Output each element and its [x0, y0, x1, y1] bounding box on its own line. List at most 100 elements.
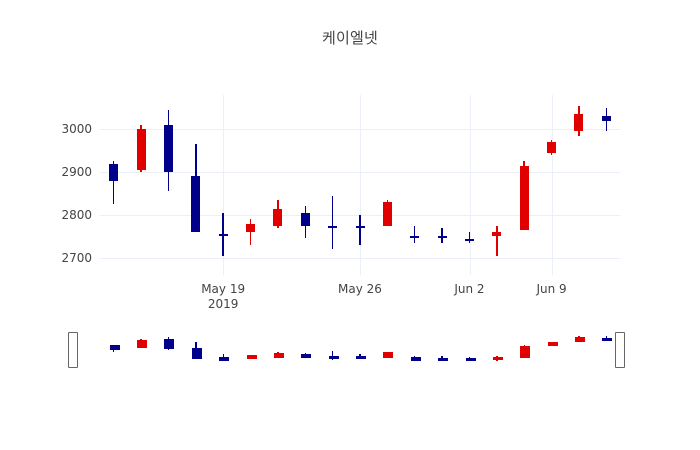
gridline-vertical	[223, 95, 225, 275]
rangeslider-body	[137, 339, 148, 349]
y-axis-tick-label: 2900	[61, 165, 92, 180]
candlestick-wick	[468, 232, 471, 243]
gridline-vertical	[469, 95, 471, 275]
candlestick-body	[163, 125, 173, 173]
candlestick[interactable]	[109, 95, 119, 275]
rangeslider-candlestick	[438, 330, 449, 368]
rangeslider-body	[547, 341, 558, 346]
candlestick-body	[191, 176, 201, 233]
rangeslider-body	[438, 357, 449, 362]
rangeslider-body	[109, 345, 120, 351]
candlestick-body	[328, 225, 338, 228]
rangeslider-body	[356, 355, 366, 360]
candlestick-body	[246, 223, 255, 233]
rangeslider-body	[383, 351, 394, 358]
candlestick[interactable]	[191, 95, 201, 275]
y-axis-tick-label: 2700	[61, 250, 92, 265]
candlestick[interactable]	[355, 95, 365, 275]
rangeslider-wick	[331, 350, 334, 360]
rangeslider-candlestick	[109, 330, 120, 368]
candlestick-body	[601, 116, 611, 121]
rangeslider[interactable]	[68, 330, 625, 376]
rangeslider-body	[465, 357, 476, 362]
candlestick[interactable]	[300, 95, 310, 275]
candlestick-body	[410, 235, 420, 238]
rangeslider-candlestick	[492, 330, 503, 368]
rangeslider-body	[246, 355, 257, 359]
candlestick[interactable]	[519, 95, 529, 275]
candlestick-body	[382, 202, 392, 226]
candlestick[interactable]	[136, 95, 146, 275]
rangeslider-body	[301, 353, 312, 358]
gridline-vertical	[360, 95, 361, 275]
candlestick[interactable]	[547, 95, 557, 275]
candlestick[interactable]	[437, 95, 447, 275]
candlestick[interactable]	[218, 95, 228, 275]
x-axis-tick-label: May 19	[201, 282, 246, 296]
range-start-handle[interactable]	[68, 332, 78, 368]
rangeslider-body	[492, 356, 503, 361]
rangeslider-body	[191, 347, 202, 359]
candlestick[interactable]	[465, 95, 474, 275]
candlestick[interactable]	[273, 95, 283, 275]
candlestick[interactable]	[246, 95, 255, 275]
candlestick-body	[300, 212, 310, 226]
rangeslider-body	[520, 345, 531, 359]
rangeslider-wick	[222, 353, 224, 361]
rangeslider-candlestick	[383, 330, 394, 368]
candlestick-wick	[359, 215, 361, 245]
rangeslider-candlestick	[246, 330, 257, 368]
x-axis-tick-label: Jun 2	[454, 282, 485, 296]
rangeslider-wick	[441, 356, 443, 359]
candlestick-wick	[112, 161, 115, 205]
rangeslider-candlestick	[301, 330, 312, 368]
rangeslider-candlestick	[410, 330, 421, 368]
rangeslider-wick	[414, 355, 416, 359]
candlestick[interactable]	[163, 95, 173, 275]
candlestick[interactable]	[410, 95, 420, 275]
x-axis-tick-label: Jun 9	[536, 282, 567, 296]
candlestick-body	[355, 225, 365, 228]
rangeslider-body	[574, 337, 585, 343]
candlestick-body	[273, 208, 283, 226]
plot-area[interactable]	[100, 95, 620, 275]
range-end-handle[interactable]	[615, 332, 625, 368]
candlestick-body	[492, 232, 502, 237]
candlestick-body	[465, 238, 474, 241]
candlestick-wick	[413, 225, 416, 243]
rangeslider-body	[219, 357, 230, 361]
candlestick[interactable]	[601, 95, 611, 275]
rangeslider-wick	[468, 356, 471, 359]
gridline-vertical	[551, 95, 553, 275]
rangeslider-body	[602, 337, 613, 342]
rangeslider-candlestick	[328, 330, 339, 368]
x-axis-year-label: 2019	[207, 297, 239, 311]
candlestick-body	[519, 165, 529, 230]
candlestick-wick	[496, 225, 498, 256]
rangeslider-candlestick	[602, 330, 613, 368]
rangeslider-candlestick	[164, 330, 175, 368]
candlestick[interactable]	[492, 95, 502, 275]
candlestick[interactable]	[382, 95, 392, 275]
rangeslider-candlestick	[574, 330, 585, 368]
candlestick-body	[574, 114, 584, 132]
rangeslider-candlestick	[547, 330, 558, 368]
rangeslider-body	[328, 355, 339, 360]
y-axis-tick-label: 2800	[61, 208, 92, 222]
rangeslider-candlestick	[191, 330, 202, 368]
candlestick[interactable]	[574, 95, 584, 275]
rangeslider-body	[273, 352, 284, 358]
rangeslider-candlestick	[520, 330, 531, 368]
rangeslider-candlestick	[465, 330, 476, 368]
page-title: 케이엘넷	[321, 29, 378, 47]
rangeslider-candlestick	[137, 330, 148, 368]
rangeslider-candlestick	[273, 330, 284, 368]
candlestick-body	[547, 142, 557, 153]
candlestick-wick	[331, 195, 334, 250]
candlestick-body	[218, 234, 228, 237]
x-axis-tick-label: May 26	[338, 282, 382, 296]
candlestick-wick	[441, 227, 443, 243]
y-axis-tick-label: 3000	[61, 122, 92, 137]
rangeslider-body	[164, 339, 175, 349]
candlestick[interactable]	[328, 95, 338, 275]
